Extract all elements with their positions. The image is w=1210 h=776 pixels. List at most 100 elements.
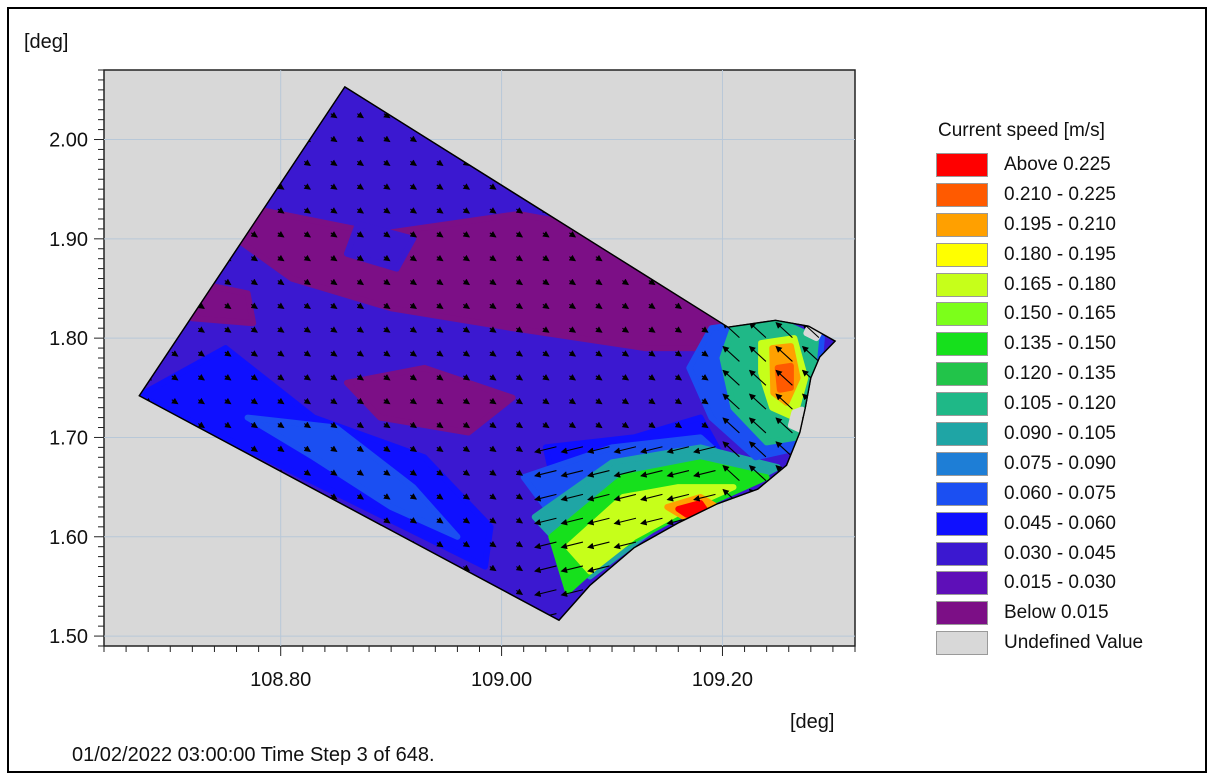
velocity-arrow-404 <box>595 302 603 309</box>
velocity-arrow-107 <box>250 254 258 262</box>
velocity-arrow-250 <box>409 135 418 143</box>
velocity-arrow-314 <box>489 254 497 262</box>
velocity-arrow-417 <box>613 541 637 550</box>
velocity-arrow-122 <box>277 445 285 452</box>
velocity-arrow-104 <box>250 326 258 333</box>
legend-swatch <box>936 152 988 177</box>
velocity-arrow-382 <box>568 278 577 286</box>
legend-entry-3: 0.180 - 0.195 <box>936 240 1206 270</box>
velocity-arrow-378 <box>568 374 577 381</box>
velocity-arrow-380 <box>568 326 577 333</box>
y-axis-label: [deg] <box>24 31 68 53</box>
velocity-arrow-358 <box>542 302 550 309</box>
velocity-arrow-494 <box>701 350 709 357</box>
velocity-arrow-272 <box>436 159 444 166</box>
velocity-arrow-396 <box>587 493 610 502</box>
velocity-arrow-446 <box>648 397 656 405</box>
velocity-arrow-156 <box>303 183 312 190</box>
velocity-arrow-33 <box>171 374 179 381</box>
velocity-arrow-212 <box>383 493 391 500</box>
velocity-arrow-369 <box>560 589 584 597</box>
velocity-arrow-258 <box>436 493 444 500</box>
velocity-arrow-470 <box>674 374 683 381</box>
legend-entry-2: 0.195 - 0.210 <box>936 210 1206 240</box>
velocity-arrow-451 <box>648 278 656 286</box>
velocity-arrow-262 <box>436 397 444 405</box>
velocity-arrow-132 <box>277 207 285 214</box>
velocity-arrow-370 <box>560 565 584 574</box>
legend-label: Below 0.015 <box>1004 602 1109 624</box>
velocity-arrow-444 <box>640 446 663 454</box>
legend-swatch <box>936 272 988 297</box>
velocity-arrow-170 <box>330 397 338 405</box>
velocity-arrow-377 <box>568 397 577 405</box>
velocity-arrow-227 <box>383 135 391 143</box>
velocity-arrow-292 <box>462 231 471 238</box>
velocity-arrow-100 <box>250 421 258 429</box>
velocity-arrow-245 <box>409 254 418 262</box>
legend-entry-12: 0.045 - 0.060 <box>936 509 1206 539</box>
velocity-arrow-190 <box>356 469 365 476</box>
velocity-arrow-537 <box>748 417 767 434</box>
legend-entry-8: 0.105 - 0.120 <box>936 389 1206 419</box>
velocity-arrow-217 <box>383 374 391 381</box>
velocity-arrow-149 <box>303 350 312 357</box>
velocity-arrow-441 <box>640 517 663 526</box>
velocity-arrow-306 <box>489 445 497 452</box>
velocity-arrow-101 <box>250 397 258 405</box>
velocity-arrow-261 <box>436 421 444 429</box>
legend-entries: Above 0.225 0.210 - 0.225 0.195 - 0.210 0.1… <box>936 150 1206 658</box>
legend-entry-1: 0.210 - 0.225 <box>936 180 1206 210</box>
velocity-arrow-491 <box>701 421 709 429</box>
velocity-arrow-213 <box>383 469 391 476</box>
velocity-arrow-312 <box>489 302 497 309</box>
velocity-arrow-336 <box>515 278 524 286</box>
velocity-arrow-447 <box>648 374 656 381</box>
velocity-arrow-54 <box>197 421 205 429</box>
velocity-arrow-331 <box>515 397 524 405</box>
velocity-arrow-127 <box>277 326 285 333</box>
velocity-arrow-309 <box>489 374 497 381</box>
legend-label: 0.150 - 0.165 <box>1004 303 1116 325</box>
velocity-arrow-468 <box>674 421 683 429</box>
velocity-arrow-244 <box>409 278 418 286</box>
legend-swatch <box>936 182 988 207</box>
velocity-arrow-381 <box>568 302 577 309</box>
velocity-arrow-265 <box>436 326 444 333</box>
velocity-arrow-402 <box>595 350 603 357</box>
velocity-arrow-326 <box>515 517 524 524</box>
velocity-arrow-303 <box>489 517 497 524</box>
velocity-arrow-400 <box>595 397 603 405</box>
velocity-arrow-541 <box>748 322 767 339</box>
velocity-arrow-427 <box>621 302 630 309</box>
velocity-arrow-349 <box>534 517 557 526</box>
velocity-arrow-175 <box>330 278 338 286</box>
velocity-arrow-180 <box>330 159 338 166</box>
velocity-arrow-124 <box>277 397 285 405</box>
velocity-arrow-515 <box>722 393 740 410</box>
velocity-arrow-171 <box>330 374 338 381</box>
velocity-arrow-294 <box>462 183 471 190</box>
velocity-arrow-280 <box>462 517 471 524</box>
velocity-arrow-237 <box>409 445 418 452</box>
legend-entry-5: 0.150 - 0.165 <box>936 299 1206 329</box>
velocity-arrow-448 <box>648 350 656 357</box>
velocity-arrow-372 <box>560 517 584 526</box>
velocity-arrow-397 <box>587 470 610 478</box>
velocity-arrow-561 <box>775 393 793 410</box>
velocity-arrow-467 <box>666 446 690 454</box>
velocity-arrow-421 <box>613 446 637 454</box>
velocity-arrow-465 <box>666 493 690 502</box>
velocity-arrow-234 <box>409 517 418 524</box>
velocity-arrow-442 <box>640 493 663 502</box>
x-tick-label-0: 108.80 <box>250 669 311 691</box>
velocity-arrow-224 <box>383 207 391 214</box>
velocity-arrow-492 <box>701 397 709 405</box>
legend-swatch <box>936 541 988 566</box>
velocity-arrow-316 <box>489 207 497 214</box>
velocity-arrow-449 <box>648 326 656 333</box>
velocity-arrow-516 <box>722 369 740 386</box>
velocity-arrow-32 <box>171 397 179 405</box>
velocity-arrow-540 <box>748 345 767 362</box>
velocity-arrow-564 <box>775 322 793 339</box>
